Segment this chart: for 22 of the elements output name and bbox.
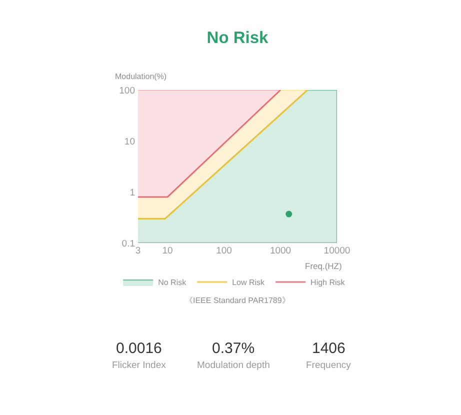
y-axis-title: Modulation(%) — [115, 72, 167, 81]
x-tick-label: 10000 — [324, 246, 350, 256]
y-tick-label: 0.1 — [122, 238, 135, 250]
x-tick-label: 3 — [135, 246, 141, 256]
text: 《IEEE Standard PAR1789》 — [185, 296, 290, 305]
text: Flicker Index — [112, 360, 166, 371]
y-tick-label: 1 — [130, 187, 135, 198]
x-tick-label: 1000 — [270, 246, 292, 256]
x-tick-label: 10 — [162, 246, 173, 256]
legend-label: Low Risk — [232, 278, 266, 288]
legend-label: High Risk — [310, 278, 346, 288]
text: Frequency — [306, 360, 352, 371]
text: 0.0016 — [116, 340, 162, 357]
y-tick-label: 100 — [119, 85, 135, 96]
legend-label: No Risk — [158, 278, 188, 288]
x-axis-title: Freq.(HZ) — [305, 261, 342, 271]
chart-title: No Risk — [206, 28, 270, 47]
text: 1406 — [312, 340, 346, 357]
text: Modulation depth — [197, 360, 270, 371]
y-tick-label: 10 — [124, 136, 135, 148]
text: 0.37% — [212, 340, 255, 357]
x-tick-label: 100 — [216, 246, 232, 256]
